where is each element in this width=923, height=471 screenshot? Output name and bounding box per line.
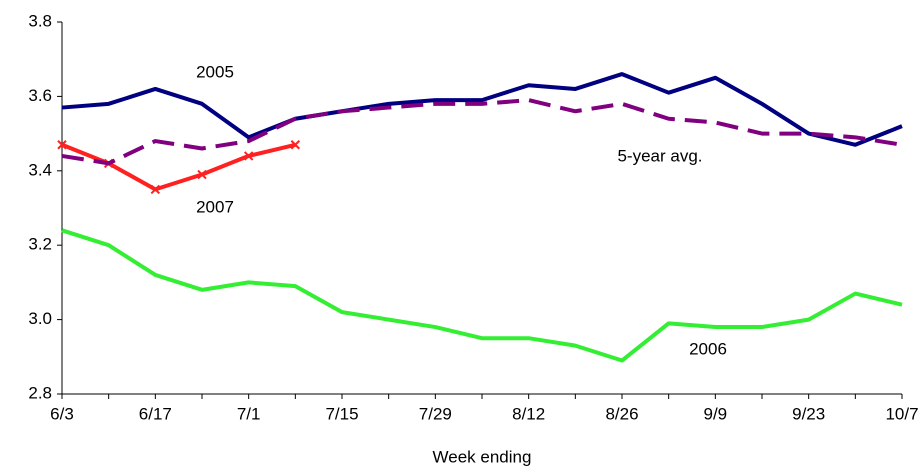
y-tick-label: 3.4 [28, 160, 52, 179]
series-label: 5-year avg. [617, 146, 702, 165]
y-tick-label: 3.8 [28, 11, 52, 30]
point-marker [197, 169, 207, 180]
series-label: 2006 [689, 339, 727, 358]
point-marker [150, 184, 161, 195]
y-tick-label: 3.6 [28, 86, 52, 105]
y-tick-label: 3.0 [28, 309, 52, 328]
series-line [61, 228, 903, 363]
series-line [61, 142, 296, 192]
x-tick-label: 6/3 [50, 404, 74, 423]
point-marker [290, 140, 301, 150]
x-axis-label: Week ending [433, 447, 532, 466]
x-tick-label: 6/17 [139, 404, 172, 423]
series-label: 2007 [196, 197, 234, 216]
y-tick-label: 2.8 [28, 383, 52, 402]
y-tick-label: 3.2 [28, 235, 52, 254]
point-marker [57, 140, 67, 150]
x-tick-label: 9/9 [704, 404, 728, 423]
series-line [61, 98, 903, 166]
x-tick-label: 10/7 [885, 404, 918, 423]
point-marker [243, 151, 254, 161]
x-tick-label: 8/12 [512, 404, 545, 423]
x-tick-label: 7/15 [325, 404, 358, 423]
x-tick-label: 9/23 [792, 404, 825, 423]
x-tick-label: 8/26 [605, 404, 638, 423]
series-line [61, 72, 903, 147]
series-label: 2005 [196, 62, 234, 81]
x-tick-label: 7/1 [237, 404, 261, 423]
x-tick-label: 7/29 [419, 404, 452, 423]
